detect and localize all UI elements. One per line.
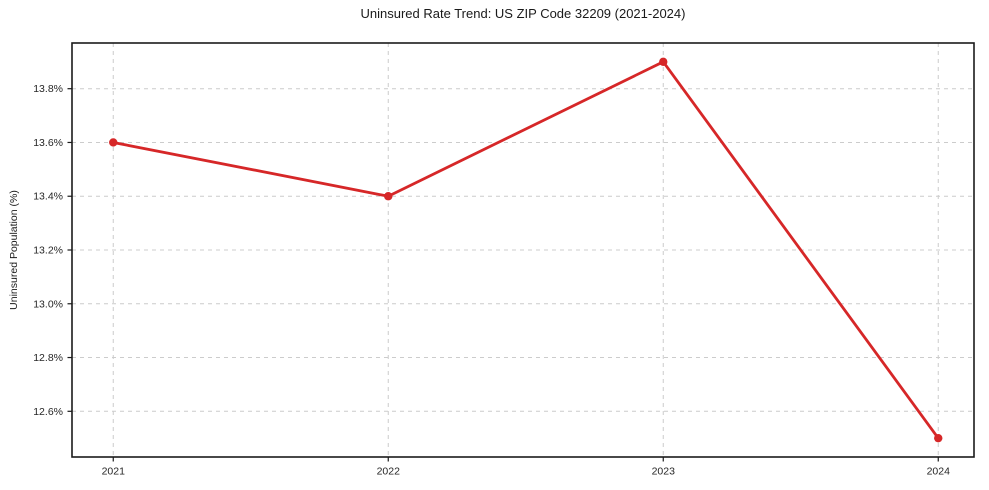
data-point-2022 [384, 192, 393, 201]
y-tick-label: 13.0% [33, 298, 63, 310]
x-tick-label: 2021 [102, 466, 126, 478]
chart-title: Uninsured Rate Trend: US ZIP Code 32209 … [360, 6, 686, 21]
x-tick-label: 2023 [652, 466, 676, 478]
y-tick-label: 13.6% [33, 137, 63, 149]
y-tick-label: 13.4% [33, 191, 63, 203]
x-tick-label: 2024 [927, 466, 951, 478]
y-tick-label: 12.8% [33, 352, 63, 364]
data-point-2021 [109, 138, 118, 147]
y-tick-label: 12.6% [33, 406, 63, 418]
y-tick-label: 13.8% [33, 83, 63, 95]
x-tick-label: 2022 [377, 466, 401, 478]
series-line [111, 60, 940, 440]
data-point-2023 [659, 57, 668, 67]
data-point-2024 [934, 433, 943, 443]
y-tick-label: 13.2% [33, 245, 63, 257]
plot-border [71, 42, 975, 458]
